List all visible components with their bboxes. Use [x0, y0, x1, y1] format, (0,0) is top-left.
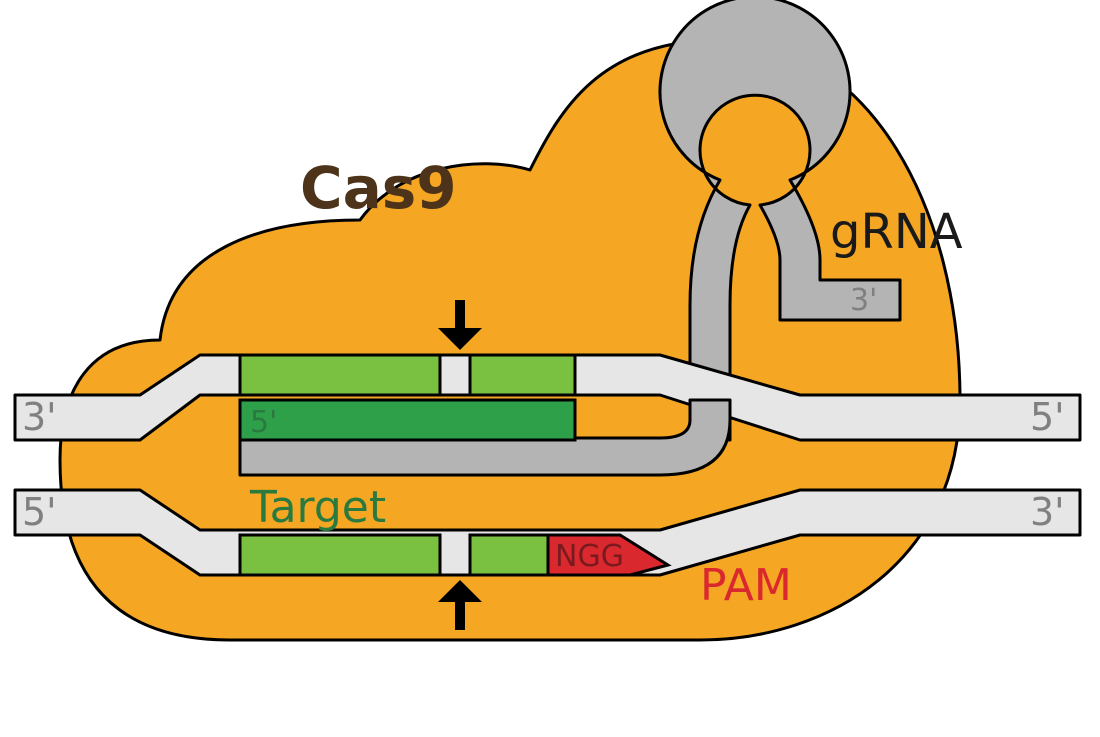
crispr-diagram: Cas9 gRNA 3' Target PAM NGG 3' 5' 5' 3' …: [0, 0, 1100, 737]
target-label: Target: [249, 482, 386, 533]
pam-label: PAM: [700, 560, 792, 611]
dna-top-left-3prime: 3': [22, 395, 57, 439]
grna-5prime: 5': [250, 405, 277, 440]
target-bottom-left: [240, 535, 440, 575]
target-top-right: [470, 355, 575, 395]
dna-bottom-right-3prime: 3': [1030, 490, 1065, 534]
dna-top-right-5prime: 5': [1030, 395, 1065, 439]
target-grna: [240, 400, 575, 440]
target-top-left: [240, 355, 440, 395]
grna-label: gRNA: [830, 204, 963, 260]
grna-3prime: 3': [850, 283, 877, 318]
dna-bottom-left-5prime: 5': [22, 490, 57, 534]
ngg-label: NGG: [555, 539, 624, 574]
cas9-label: Cas9: [300, 154, 457, 222]
target-bottom-right: [470, 535, 548, 575]
